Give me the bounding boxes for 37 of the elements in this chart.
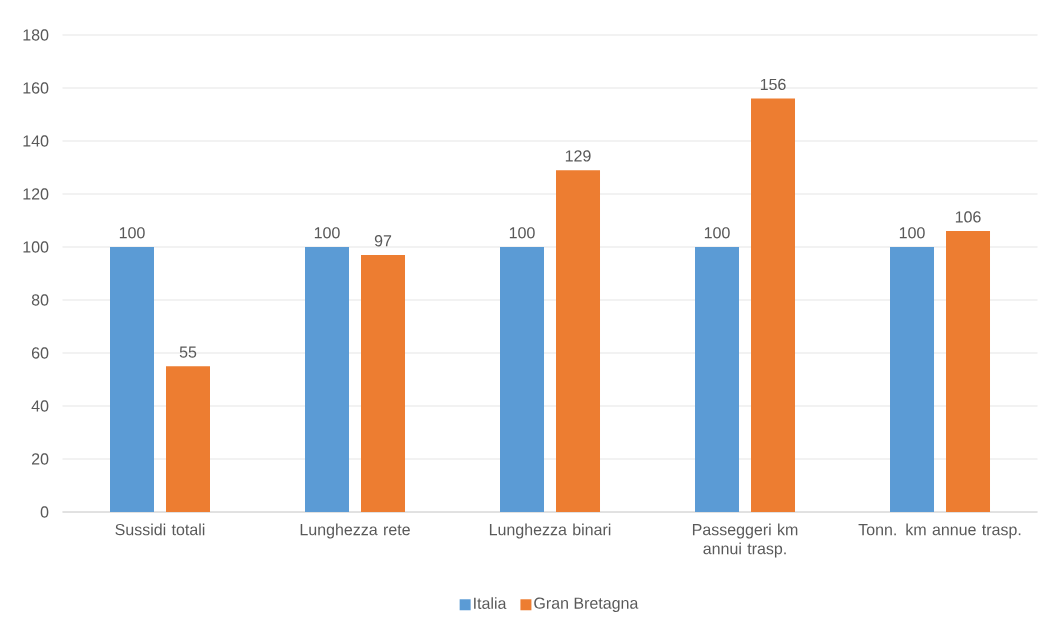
data-label: 100: [899, 227, 925, 239]
data-label: 100: [704, 227, 730, 239]
data-label: 55: [179, 346, 197, 358]
data-label: 100: [314, 227, 340, 239]
bar: [751, 98, 796, 512]
bar: [361, 254, 405, 512]
y-tick-label: 140: [23, 135, 49, 147]
data-label: 97: [374, 235, 392, 247]
y-tick-label: 80: [31, 294, 49, 306]
x-tick-label: Tonn. km annue trasp.: [858, 523, 1021, 539]
x-tick-label: Lunghezza rete: [300, 523, 410, 539]
y-tick-label: 180: [23, 29, 49, 41]
x-tick-label: Passeggeri km annui trasp.: [692, 523, 798, 558]
x-tick-label: Sussidi totali: [115, 523, 205, 536]
bar: [695, 247, 740, 512]
legend-label: Gran Bretagna: [534, 597, 639, 612]
y-tick-label: 20: [31, 453, 49, 465]
y-tick-label: 60: [31, 347, 49, 359]
bar: [166, 366, 210, 512]
bar: [500, 247, 544, 512]
bar: [110, 247, 154, 512]
data-label: 129: [565, 150, 591, 162]
data-label: 106: [955, 211, 981, 223]
y-tick-label: 40: [31, 400, 49, 412]
y-tick-label: 120: [23, 188, 49, 200]
bar: [305, 247, 349, 512]
y-tick-label: 160: [23, 82, 49, 94]
y-tick-label: 0: [40, 506, 49, 518]
bar: [890, 247, 935, 512]
legend-label: Italia: [474, 597, 507, 610]
bar: [556, 170, 600, 512]
bar: [946, 231, 991, 512]
data-label: 156: [760, 78, 786, 91]
y-tick-label: 100: [23, 241, 49, 253]
data-label: 100: [509, 227, 535, 239]
data-label: 100: [119, 227, 145, 239]
x-tick-label: Lunghezza binari: [489, 523, 611, 539]
